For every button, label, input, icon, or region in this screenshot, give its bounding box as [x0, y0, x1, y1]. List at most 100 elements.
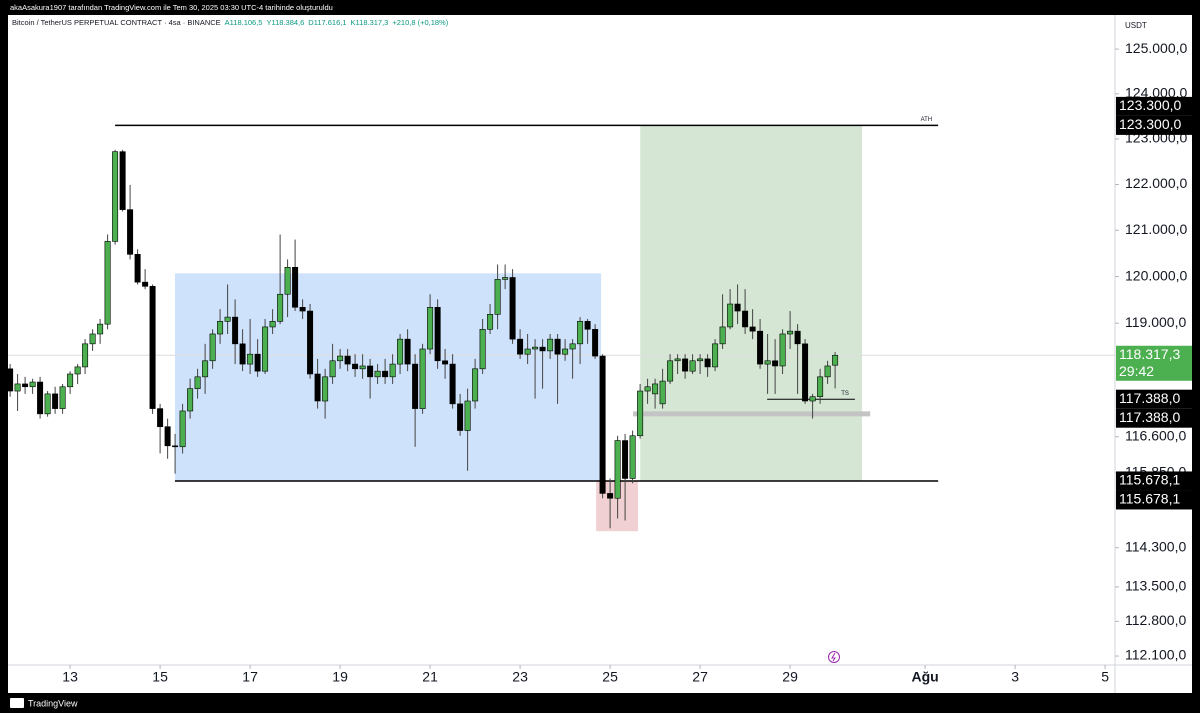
candle-body: [817, 376, 824, 398]
candle-body: [749, 326, 756, 332]
candle-body: [479, 328, 486, 370]
candle-body: [644, 386, 651, 392]
price-label-box: [1116, 408, 1192, 428]
candle-body: [802, 343, 809, 402]
candle-body: [292, 266, 299, 308]
candle-body: [682, 358, 689, 372]
currency: USDT: [1125, 21, 1147, 30]
candle-body: [719, 326, 726, 345]
x-tick-label: 25: [602, 669, 618, 685]
x-tick-label: 5: [1101, 669, 1109, 685]
ohlc-value: D117.616,1: [308, 18, 346, 27]
y-tick-label: 112.800,0: [1125, 612, 1186, 628]
candle-body: [532, 346, 539, 350]
candle-body: [112, 151, 119, 242]
price-label-layer: 123.300,0 123.300,0 117.388,0 117.388,0 115.…: [1116, 96, 1192, 510]
candle-body: [419, 348, 426, 409]
y-tick-label: 124.000,0: [1125, 85, 1187, 101]
symbol: Bitcoin / TetherUS PERPETUAL CONTRACT · …: [12, 18, 221, 27]
x-tick-label: 15: [152, 669, 168, 685]
candle-body: [397, 338, 404, 365]
candle-body: [254, 353, 261, 372]
price-label-box: [1116, 345, 1192, 381]
x-tick-label: 17: [242, 669, 258, 685]
candle-body: [172, 445, 179, 448]
candle-body: [74, 366, 81, 375]
candle-body: [569, 343, 576, 350]
candle-body: [202, 360, 209, 378]
candle-body: [277, 293, 284, 322]
candle-body: [59, 386, 66, 409]
price-label: 115.678,1: [1119, 491, 1180, 507]
candle-body: [772, 360, 779, 367]
candle-body: [247, 353, 254, 365]
price-label-box: [1116, 471, 1192, 491]
x-tick-label: 27: [692, 669, 708, 685]
candle-body: [674, 358, 681, 362]
candle-body: [262, 326, 269, 372]
candle-body: [7, 368, 14, 392]
candle-body: [29, 381, 36, 388]
x-tick-label: 3: [1011, 669, 1019, 685]
candle-body: [584, 321, 591, 330]
drawing-layer: ATH TS: [115, 117, 939, 482]
candle-body: [164, 426, 171, 447]
candle-body: [509, 277, 516, 340]
candle-body: [389, 363, 396, 378]
candle-body: [577, 321, 584, 345]
candle-body: [689, 360, 696, 372]
candle-body: [344, 355, 351, 365]
price-label: 123.300,0: [1119, 116, 1181, 132]
event-icon[interactable]: [828, 651, 840, 663]
candle-body: [629, 435, 636, 479]
candle-body: [232, 316, 239, 345]
candle-body: [67, 373, 74, 388]
candle-body: [104, 241, 111, 325]
price-label-box: [1116, 389, 1192, 409]
candle-body: [704, 358, 711, 368]
x-tick-label: 29: [782, 669, 798, 685]
candle-body: [472, 368, 479, 402]
candle-body: [667, 360, 674, 382]
candle-body: [809, 396, 816, 402]
candle-body: [217, 321, 224, 335]
y-tick-label: 120.000,0: [1125, 267, 1187, 283]
candle-body: [599, 355, 606, 494]
y-tick-label: 116.600,0: [1125, 427, 1186, 443]
candle-body: [734, 303, 741, 312]
candle-body: [14, 383, 21, 392]
candle-body: [89, 333, 96, 345]
candle-body: [22, 383, 29, 388]
candle-body: [367, 365, 374, 378]
candle-body: [464, 400, 471, 431]
candle-body: [757, 330, 764, 365]
candle-body: [224, 316, 231, 322]
x-tick-label: 23: [512, 669, 528, 685]
y-tick-label: 119.000,0: [1125, 314, 1186, 330]
candles-layer: [7, 149, 839, 529]
x-tick-label: 19: [332, 669, 348, 685]
candle-body: [562, 348, 569, 355]
zone-box: [174, 273, 602, 481]
candle-body: [832, 354, 839, 366]
y-tick-label: 113.500,0: [1125, 578, 1186, 594]
candle-body: [794, 330, 801, 345]
ohlc-value: K118.317,3: [351, 18, 389, 27]
candle-body: [374, 370, 381, 378]
credit: akaAsakura1907 tarafından TradingView.co…: [10, 3, 333, 12]
candle-body: [442, 360, 449, 365]
candle-body: [652, 383, 659, 395]
y-tick-label: 112.100,0: [1125, 647, 1186, 663]
candle-body: [37, 381, 44, 415]
candle-body: [824, 365, 831, 378]
candle-body: [764, 360, 771, 365]
candle-body: [44, 393, 51, 415]
candle-body: [494, 279, 501, 315]
candle-body: [269, 321, 276, 328]
x-tick-label: 13: [62, 669, 78, 685]
boxes-layer: [174, 125, 863, 532]
candle-body: [449, 363, 456, 405]
y-tick-label: 114.300,0: [1125, 538, 1186, 554]
candle-body: [337, 355, 344, 362]
